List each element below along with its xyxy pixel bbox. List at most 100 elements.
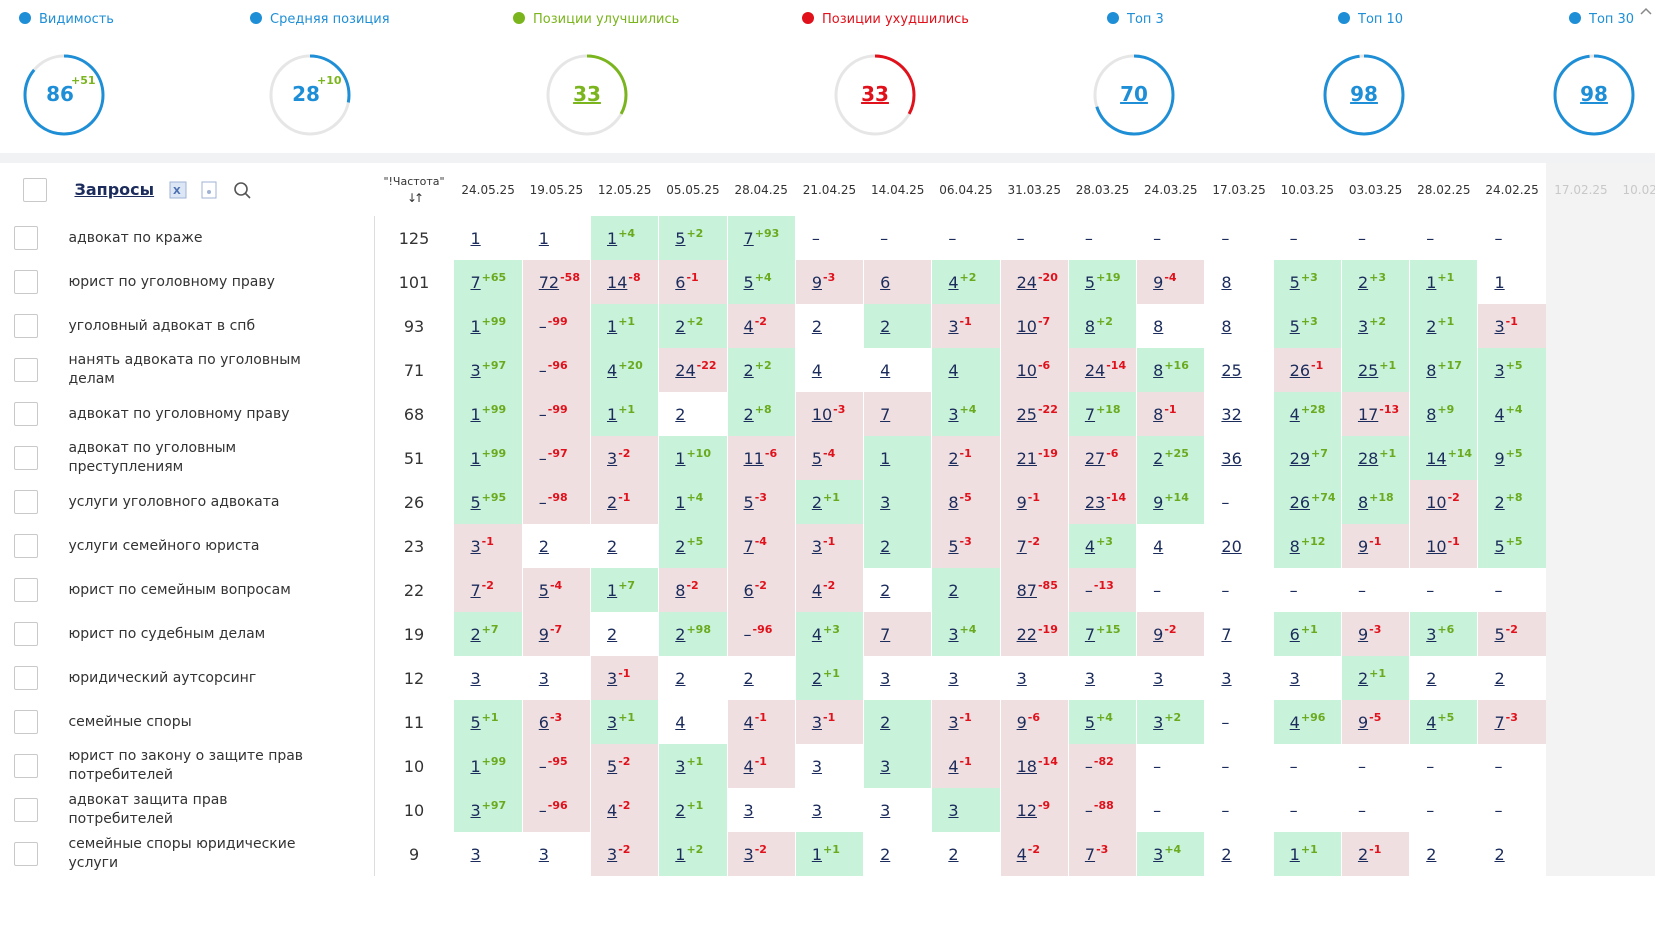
position[interactable]: 9 <box>538 624 549 644</box>
position[interactable]: 1 <box>1494 272 1505 292</box>
query-header-text[interactable]: Запросы <box>74 180 155 199</box>
position[interactable]: 5 <box>743 272 754 292</box>
position[interactable]: 8 <box>1221 272 1232 292</box>
position[interactable]: 22 <box>1016 624 1037 644</box>
metric-label[interactable]: Видимость <box>19 12 114 27</box>
position[interactable]: 5 <box>470 492 481 512</box>
position[interactable]: 7 <box>1016 536 1027 556</box>
position[interactable]: 87 <box>1016 580 1037 600</box>
position[interactable]: 5 <box>1084 712 1096 732</box>
position[interactable]: 26 <box>1289 492 1311 512</box>
position[interactable]: 3 <box>1357 316 1369 336</box>
position[interactable]: 9 <box>1357 536 1369 556</box>
position[interactable]: 2 <box>1494 668 1505 688</box>
position[interactable]: 5 <box>948 536 959 556</box>
position[interactable]: 1 <box>607 316 618 336</box>
position[interactable]: 5 <box>743 492 754 512</box>
position[interactable]: 25 <box>1221 360 1242 380</box>
position[interactable]: 1 <box>675 844 686 864</box>
position[interactable]: 2 <box>1426 844 1437 864</box>
position[interactable]: 28 <box>1357 448 1379 468</box>
position[interactable]: 3 <box>470 844 481 864</box>
position[interactable]: 2 <box>1357 668 1369 688</box>
position[interactable]: 6 <box>880 272 891 292</box>
checkbox[interactable] <box>23 177 48 202</box>
position[interactable]: 72 <box>538 272 560 292</box>
position[interactable]: 3 <box>811 536 822 556</box>
metric-value[interactable]: 70 <box>1120 82 1148 106</box>
position[interactable]: 2 <box>470 624 481 644</box>
position[interactable]: 3 <box>880 668 891 688</box>
position[interactable]: 11 <box>743 448 764 468</box>
position[interactable]: 5 <box>1084 272 1096 292</box>
position[interactable]: 7 <box>1221 624 1232 644</box>
position[interactable]: 3 <box>880 756 891 776</box>
position[interactable]: 3 <box>743 844 754 864</box>
position[interactable]: 17 <box>1357 404 1379 424</box>
checkbox[interactable] <box>14 402 38 426</box>
position[interactable]: 3 <box>1494 360 1505 380</box>
position[interactable]: 9 <box>1153 272 1164 292</box>
position[interactable]: 10 <box>1426 492 1447 512</box>
settings-icon[interactable] <box>201 181 217 198</box>
collapse-icon[interactable] <box>1640 7 1652 15</box>
position[interactable]: 3 <box>880 492 891 512</box>
position[interactable]: 2 <box>880 712 891 732</box>
position[interactable]: 5 <box>675 228 686 248</box>
position[interactable]: 9 <box>1357 624 1369 644</box>
position[interactable]: 4 <box>1084 536 1096 556</box>
metric-value[interactable]: 98 <box>1580 82 1608 106</box>
excel-icon[interactable] <box>169 181 187 198</box>
position[interactable]: 5 <box>1289 272 1300 292</box>
position[interactable]: 5 <box>538 580 549 600</box>
position[interactable]: 2 <box>675 668 686 688</box>
position[interactable]: 2 <box>675 624 686 644</box>
position[interactable]: 3 <box>538 668 549 688</box>
position[interactable]: 1 <box>811 844 822 864</box>
position[interactable]: 2 <box>675 536 686 556</box>
position[interactable]: 2 <box>880 844 891 864</box>
position[interactable]: 27 <box>1084 448 1106 468</box>
metric-value[interactable]: 33 <box>861 82 889 106</box>
position[interactable]: 3 <box>1289 668 1300 688</box>
position[interactable]: 8 <box>1153 316 1164 336</box>
position[interactable]: 2 <box>880 536 891 556</box>
position[interactable]: 4 <box>607 800 618 820</box>
position[interactable]: 3 <box>1426 624 1437 644</box>
position[interactable]: 7 <box>743 536 754 556</box>
checkbox[interactable] <box>14 534 38 558</box>
position[interactable]: 2 <box>607 536 618 556</box>
position[interactable]: 5 <box>811 448 822 468</box>
position[interactable]: 3 <box>1153 712 1164 732</box>
position[interactable]: 4 <box>607 360 618 380</box>
position[interactable]: 3 <box>1084 668 1096 688</box>
position[interactable]: 9 <box>1494 448 1505 468</box>
position[interactable]: 3 <box>607 448 618 468</box>
checkbox[interactable] <box>14 710 38 734</box>
metric-value[interactable]: 33 <box>573 82 601 106</box>
position[interactable]: 2 <box>1357 844 1369 864</box>
position[interactable]: 2 <box>1357 272 1369 292</box>
position[interactable]: 3 <box>811 756 822 776</box>
position[interactable]: 1 <box>1289 844 1300 864</box>
position[interactable]: 4 <box>743 712 754 732</box>
position[interactable]: 3 <box>811 712 822 732</box>
position[interactable]: 2 <box>811 668 822 688</box>
position[interactable]: 3 <box>470 536 481 556</box>
position[interactable]: 1 <box>607 228 618 248</box>
position[interactable]: 21 <box>1016 448 1037 468</box>
position[interactable]: 6 <box>743 580 754 600</box>
position[interactable]: 3 <box>948 624 959 644</box>
position[interactable]: 3 <box>1153 668 1164 688</box>
position[interactable]: 2 <box>538 536 549 556</box>
position[interactable]: 3 <box>880 800 891 820</box>
position[interactable]: 3 <box>607 712 618 732</box>
position[interactable]: 7 <box>1084 624 1096 644</box>
position[interactable]: 2 <box>607 492 618 512</box>
position[interactable]: 6 <box>675 272 686 292</box>
checkbox[interactable] <box>14 666 38 690</box>
position[interactable]: 2 <box>1494 492 1505 512</box>
position[interactable]: 1 <box>470 316 481 336</box>
position[interactable]: 3 <box>1016 668 1027 688</box>
position[interactable]: 2 <box>743 360 754 380</box>
